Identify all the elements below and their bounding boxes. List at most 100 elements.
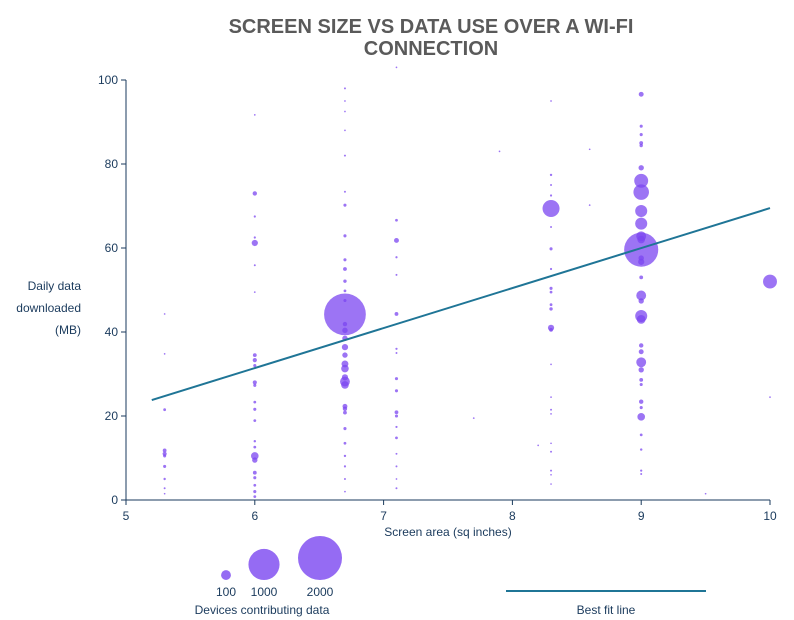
data-point <box>163 477 166 481</box>
data-point <box>537 444 540 447</box>
data-point <box>342 406 348 412</box>
data-point <box>253 400 257 404</box>
data-point <box>549 286 553 290</box>
chart-title-line-2: CONNECTION <box>364 38 498 60</box>
size-legend-circle <box>221 570 231 580</box>
data-point <box>163 464 167 468</box>
data-point <box>639 141 644 145</box>
x-tick-label: 9 <box>638 509 645 523</box>
data-point <box>252 353 257 358</box>
data-point <box>343 87 346 90</box>
best-fit-line-group <box>151 207 771 401</box>
data-point <box>639 433 643 437</box>
size-legend-circle <box>298 536 342 580</box>
data-point <box>395 487 398 490</box>
data-point <box>638 349 644 355</box>
x-tick-label: 6 <box>251 509 258 523</box>
data-point <box>324 293 366 336</box>
data-point <box>162 448 167 453</box>
data-point <box>343 258 347 262</box>
best-fit-line <box>151 207 771 401</box>
data-point <box>163 352 166 355</box>
y-tick-label: 0 <box>111 493 118 507</box>
data-point <box>550 184 553 186</box>
data-point <box>343 465 347 468</box>
data-point <box>343 279 347 283</box>
data-point <box>637 413 646 421</box>
data-point <box>634 173 649 188</box>
data-point <box>638 258 645 265</box>
data-point <box>395 347 398 350</box>
size-legend-label: 2000 <box>307 585 334 599</box>
data-points <box>162 66 777 499</box>
data-point <box>550 450 553 453</box>
data-point <box>342 321 348 327</box>
data-point <box>550 442 552 445</box>
data-point <box>549 194 553 197</box>
data-point <box>253 490 257 494</box>
data-point <box>636 290 647 301</box>
axes: 0 20 40 60 80 100 5 6 7 8 9 10 <box>98 73 777 523</box>
data-point <box>253 419 257 423</box>
data-point <box>549 267 553 271</box>
data-point <box>394 312 399 316</box>
x-tick-label: 8 <box>509 509 516 523</box>
data-point <box>498 150 501 153</box>
data-point <box>253 114 256 116</box>
data-point <box>549 327 553 332</box>
data-point <box>395 478 398 480</box>
data-point <box>253 483 257 487</box>
data-point <box>252 191 257 196</box>
x-axis-label: Screen area (sq inches) <box>384 525 511 539</box>
data-point <box>252 358 257 363</box>
data-point <box>639 143 643 148</box>
data-point <box>341 364 349 373</box>
data-point <box>550 226 553 228</box>
data-point <box>549 290 553 294</box>
data-point <box>253 383 257 387</box>
data-point <box>344 100 346 102</box>
data-point <box>395 352 398 354</box>
data-point <box>472 417 475 419</box>
data-point <box>343 410 347 415</box>
size-legend-title: Devices contributing data <box>195 603 330 617</box>
data-point <box>394 237 399 243</box>
line-legend-label: Best fit line <box>577 603 636 617</box>
data-point <box>704 492 707 495</box>
data-point <box>639 133 643 137</box>
data-point <box>638 91 644 97</box>
data-point <box>639 377 644 382</box>
data-point <box>163 313 166 315</box>
data-point <box>253 264 256 267</box>
data-point <box>343 289 347 293</box>
data-point <box>639 399 644 404</box>
data-point <box>633 184 649 200</box>
data-point <box>550 483 552 485</box>
data-point <box>163 492 166 495</box>
data-point <box>253 439 257 443</box>
data-point <box>639 406 643 410</box>
data-point <box>763 274 777 289</box>
data-point <box>394 389 399 393</box>
data-point <box>549 307 553 311</box>
data-point <box>588 148 591 151</box>
data-point <box>341 344 349 351</box>
data-point <box>341 381 349 389</box>
data-point <box>639 382 643 387</box>
data-point <box>344 110 346 113</box>
data-point <box>250 452 259 460</box>
data-point <box>253 476 257 480</box>
data-point <box>342 352 348 358</box>
data-point <box>636 357 647 368</box>
data-point <box>640 472 643 475</box>
data-point <box>395 218 398 222</box>
data-point <box>343 154 346 157</box>
data-point <box>550 469 553 472</box>
y-axis-label-line-3: (MB) <box>55 323 81 337</box>
data-point <box>395 465 398 468</box>
data-point <box>394 410 399 415</box>
data-point <box>542 199 560 218</box>
chart-title-line-1: SCREEN SIZE VS DATA USE OVER A WI-FI <box>229 16 634 38</box>
data-point <box>253 445 257 449</box>
data-point <box>550 396 552 398</box>
